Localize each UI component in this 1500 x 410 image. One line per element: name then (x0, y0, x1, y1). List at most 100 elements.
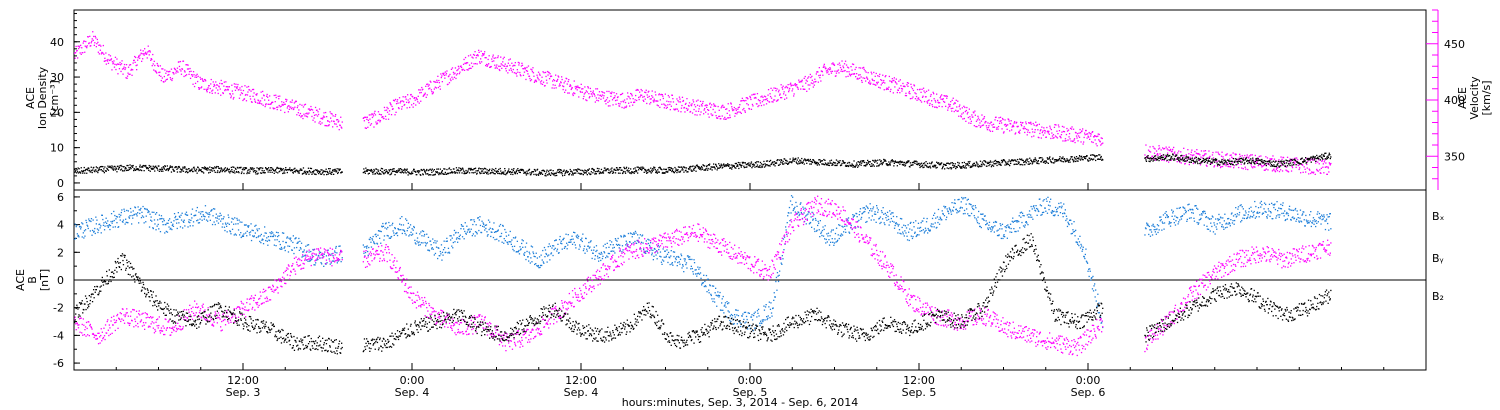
density-point (755, 162, 757, 164)
velocity-point (397, 102, 399, 104)
velocity-point (413, 97, 415, 99)
by-point (140, 207, 142, 210)
density-point (934, 166, 936, 168)
velocity-point (1020, 121, 1022, 123)
velocity-point (251, 101, 253, 103)
velocity-point (1033, 124, 1035, 126)
velocity-point (186, 68, 189, 70)
density-point (998, 161, 1001, 164)
density-point (828, 164, 831, 167)
velocity-point (135, 64, 137, 67)
velocity-point (212, 81, 214, 83)
velocity-point (1225, 154, 1228, 156)
density-point (907, 161, 910, 163)
by-point (87, 227, 89, 230)
density-point (519, 169, 521, 171)
density-point (248, 168, 250, 171)
velocity-point (74, 52, 76, 54)
density-point (668, 169, 670, 171)
density-point (1310, 161, 1312, 163)
velocity-point (671, 94, 673, 96)
velocity-point (856, 73, 858, 75)
density-point (641, 168, 643, 170)
density-point (134, 168, 136, 170)
density-point (205, 167, 207, 169)
density-point (1248, 160, 1250, 162)
velocity-point (793, 93, 795, 95)
density-point (133, 169, 135, 172)
velocity-point (743, 107, 745, 110)
density-point (1211, 158, 1213, 160)
density-point (181, 170, 183, 172)
density-point (1098, 154, 1100, 156)
velocity-point (654, 100, 656, 102)
density-point (939, 164, 941, 166)
velocity-point (761, 101, 764, 103)
velocity-point (254, 101, 257, 103)
density-point (899, 163, 901, 165)
density-point (283, 170, 285, 172)
density-point (816, 164, 818, 166)
density-point (782, 163, 784, 165)
density-point (708, 164, 710, 166)
velocity-point (262, 104, 264, 106)
density-point (845, 164, 847, 166)
velocity-point (1253, 160, 1255, 163)
density-point (472, 169, 474, 171)
velocity-point (601, 91, 603, 93)
density-point (749, 165, 752, 167)
velocity-point (904, 85, 906, 88)
density-point (103, 168, 105, 170)
velocity-point (388, 113, 390, 115)
density-point (493, 173, 495, 175)
by-point (137, 212, 139, 214)
velocity-point (341, 127, 343, 129)
velocity-point (969, 118, 971, 120)
velocity-point (965, 120, 967, 122)
density-point (670, 167, 672, 170)
density-point (676, 171, 678, 174)
density-point (901, 164, 904, 166)
velocity-point (191, 75, 194, 77)
density-point (622, 170, 625, 173)
velocity-point (831, 63, 833, 65)
velocity-point (558, 85, 560, 87)
velocity-point (1051, 135, 1054, 137)
density-point (675, 169, 678, 171)
density-point (846, 162, 849, 164)
velocity-point (161, 68, 163, 70)
velocity-point (511, 71, 513, 73)
velocity-point (605, 103, 607, 105)
density-point (616, 168, 619, 171)
velocity-point (1024, 131, 1026, 134)
density-point (1176, 158, 1178, 160)
velocity-point (826, 72, 828, 74)
velocity-point (934, 106, 936, 108)
velocity-point (1008, 118, 1010, 121)
density-point (738, 167, 740, 170)
velocity-point (769, 95, 772, 98)
density-point (217, 170, 219, 172)
velocity-point (920, 101, 923, 103)
velocity-point (892, 92, 894, 94)
density-point (584, 172, 586, 174)
density-point (1066, 158, 1068, 160)
velocity-point (1198, 153, 1200, 155)
density-point (1239, 157, 1241, 160)
velocity-point (859, 74, 861, 76)
velocity-point (741, 100, 743, 102)
velocity-point (1206, 165, 1208, 167)
density-point (138, 168, 140, 170)
density-point (1077, 157, 1080, 159)
velocity-point (86, 47, 88, 49)
density-point (1294, 158, 1296, 160)
velocity-point (1230, 154, 1232, 156)
velocity-point (1208, 156, 1211, 158)
density-point (309, 171, 311, 173)
velocity-point (371, 116, 374, 119)
density-point (833, 162, 836, 164)
density-point (306, 170, 308, 173)
density-point (572, 172, 574, 174)
density-point (1026, 158, 1028, 160)
density-point (269, 171, 271, 173)
